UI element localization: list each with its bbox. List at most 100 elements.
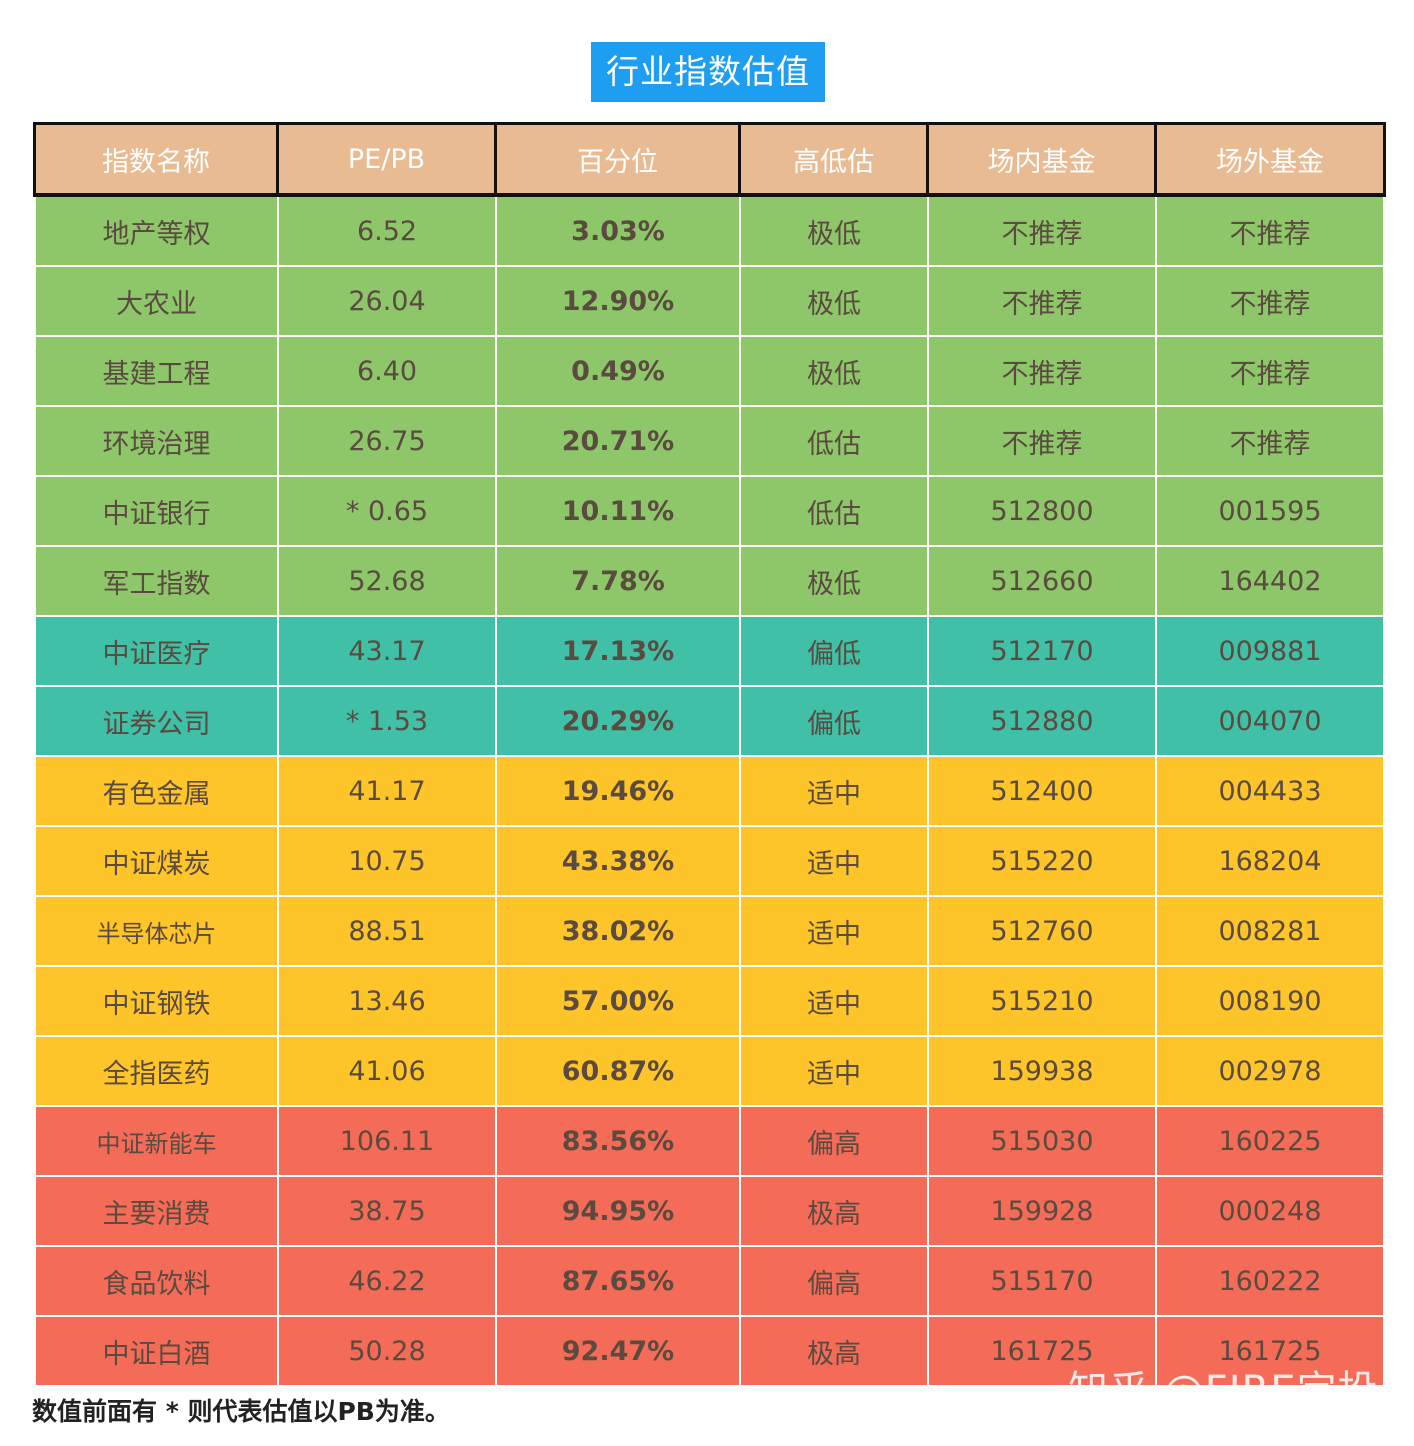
cell-offsite-fund: 160225 [1218,1125,1322,1157]
header-onsite-fund: 场内基金 [929,125,1157,193]
cell-onsite-fund: 161725 [929,1317,1157,1385]
table-row: 中证银行 * 0.65 10.11% 低估 512800 001595 [33,477,1386,547]
cell-pe-pb: 43.17 [279,617,497,685]
cell-index-name: 半导体芯片 [36,897,279,965]
cell-offsite-fund: 004070 [1218,705,1322,737]
cell-onsite-fund: 512760 [929,897,1157,965]
cell-pe-pb: 13.46 [279,967,497,1035]
cell-percentile: 12.90% [497,267,741,335]
cell-percentile: 60.87% [497,1037,741,1105]
cell-pe-pb: * 1.53 [279,687,497,755]
cell-offsite-fund: 不推荐 [1229,428,1311,460]
cell-percentile: 83.56% [497,1107,741,1175]
cell-valuation-level: 极低 [741,547,929,615]
cell-percentile: 7.78% [497,547,741,615]
cell-pe-pb: 41.17 [279,757,497,825]
cell-pe-pb: 106.11 [279,1107,497,1175]
cell-index-name: 有色金属 [36,757,279,825]
cell-offsite-fund: 164402 [1218,565,1322,597]
cell-valuation-level: 适中 [741,827,929,895]
cell-percentile: 20.29% [497,687,741,755]
table-row: 中证医疗 43.17 17.13% 偏低 512170 009881 [33,617,1386,687]
cell-valuation-level: 适中 [741,757,929,825]
cell-index-name: 证券公司 [36,687,279,755]
cell-percentile: 10.11% [497,477,741,545]
table-row: 半导体芯片 88.51 38.02% 适中 512760 008281 [33,897,1386,967]
watermark: 知乎 @FIRE定投 [1068,1368,1379,1414]
cell-index-name: 基建工程 [36,337,279,405]
cell-onsite-fund: 159938 [929,1037,1157,1105]
cell-percentile: 92.47% [497,1317,741,1385]
cell-pe-pb: 26.04 [279,267,497,335]
cell-pe-pb: * 0.65 [279,477,497,545]
cell-valuation-level: 极高 [741,1317,929,1385]
table-row: 有色金属 41.17 19.46% 适中 512400 004433 [33,757,1386,827]
cell-percentile: 38.02% [497,897,741,965]
cell-index-name: 中证白酒 [36,1317,279,1385]
table-row: 地产等权 6.52 3.03% 极低 不推荐 不推荐 [33,197,1386,267]
table-title: 行业指数估值 [591,42,825,102]
header-percentile: 百分位 [497,125,741,193]
cell-onsite-fund: 515220 [929,827,1157,895]
cell-percentile: 0.49% [497,337,741,405]
cell-index-name: 大农业 [36,267,279,335]
cell-pe-pb: 38.75 [279,1177,497,1245]
cell-offsite-fund: 161725 [1218,1335,1322,1367]
cell-index-name: 环境治理 [36,407,279,475]
cell-onsite-fund: 不推荐 [929,407,1157,475]
cell-percentile: 17.13% [497,617,741,685]
cell-valuation-level: 偏高 [741,1247,929,1315]
cell-index-name: 全指医药 [36,1037,279,1105]
cell-onsite-fund: 不推荐 [929,197,1157,265]
table-header-row: 指数名称 PE/PB 百分位 高低估 场内基金 场外基金 [33,122,1386,197]
cell-onsite-fund: 512400 [929,757,1157,825]
cell-percentile: 3.03% [497,197,741,265]
cell-pe-pb: 88.51 [279,897,497,965]
cell-offsite-fund: 009881 [1218,635,1322,667]
cell-pe-pb: 6.40 [279,337,497,405]
cell-offsite-fund: 不推荐 [1229,288,1311,320]
cell-valuation-level: 适中 [741,897,929,965]
cell-index-name: 中证医疗 [36,617,279,685]
footnote: 数值前面有 * 则代表估值以PB为准。 [32,1397,450,1426]
table-body: 地产等权 6.52 3.03% 极低 不推荐 不推荐 大农业 26.04 12.90% 极低 不推荐… [33,197,1386,1387]
cell-index-name: 中证新能车 [36,1107,279,1175]
cell-offsite-fund: 000248 [1218,1195,1322,1227]
cell-index-name: 中证钢铁 [36,967,279,1035]
cell-index-name: 中证银行 [36,477,279,545]
cell-onsite-fund: 515030 [929,1107,1157,1175]
cell-valuation-level: 低估 [741,407,929,475]
cell-valuation-level: 极低 [741,197,929,265]
cell-index-name: 食品饮料 [36,1247,279,1315]
cell-valuation-level: 偏高 [741,1107,929,1175]
cell-percentile: 94.95% [497,1177,741,1245]
table-row: 全指医药 41.06 60.87% 适中 159938 002978 [33,1037,1386,1107]
header-pe-pb: PE/PB [279,125,497,193]
cell-offsite-fund: 008190 [1218,985,1322,1017]
cell-pe-pb: 52.68 [279,547,497,615]
table-row: 大农业 26.04 12.90% 极低 不推荐 不推荐 [33,267,1386,337]
cell-valuation-level: 适中 [741,967,929,1035]
cell-valuation-level: 偏低 [741,617,929,685]
table-row: 食品饮料 46.22 87.65% 偏高 515170 160222 [33,1247,1386,1317]
cell-onsite-fund: 不推荐 [929,337,1157,405]
cell-valuation-level: 极低 [741,267,929,335]
header-index-name: 指数名称 [36,125,279,193]
cell-offsite-fund: 不推荐 [1229,218,1311,250]
table-row: 中证白酒 50.28 92.47% 极高 161725 161725 [33,1317,1386,1387]
cell-onsite-fund: 512880 [929,687,1157,755]
table-row: 证券公司 * 1.53 20.29% 偏低 512880 004070 [33,687,1386,757]
cell-offsite-fund: 不推荐 [1229,358,1311,390]
cell-valuation-level: 极高 [741,1177,929,1245]
cell-index-name: 地产等权 [36,197,279,265]
cell-percentile: 87.65% [497,1247,741,1315]
cell-pe-pb: 46.22 [279,1247,497,1315]
cell-onsite-fund: 不推荐 [929,267,1157,335]
cell-pe-pb: 41.06 [279,1037,497,1105]
cell-valuation-level: 极低 [741,337,929,405]
valuation-table: 指数名称 PE/PB 百分位 高低估 场内基金 场外基金 地产等权 6.52 3.0… [33,122,1386,1387]
header-valuation-level: 高低估 [741,125,929,193]
cell-onsite-fund: 512800 [929,477,1157,545]
cell-onsite-fund: 512660 [929,547,1157,615]
cell-onsite-fund: 515210 [929,967,1157,1035]
